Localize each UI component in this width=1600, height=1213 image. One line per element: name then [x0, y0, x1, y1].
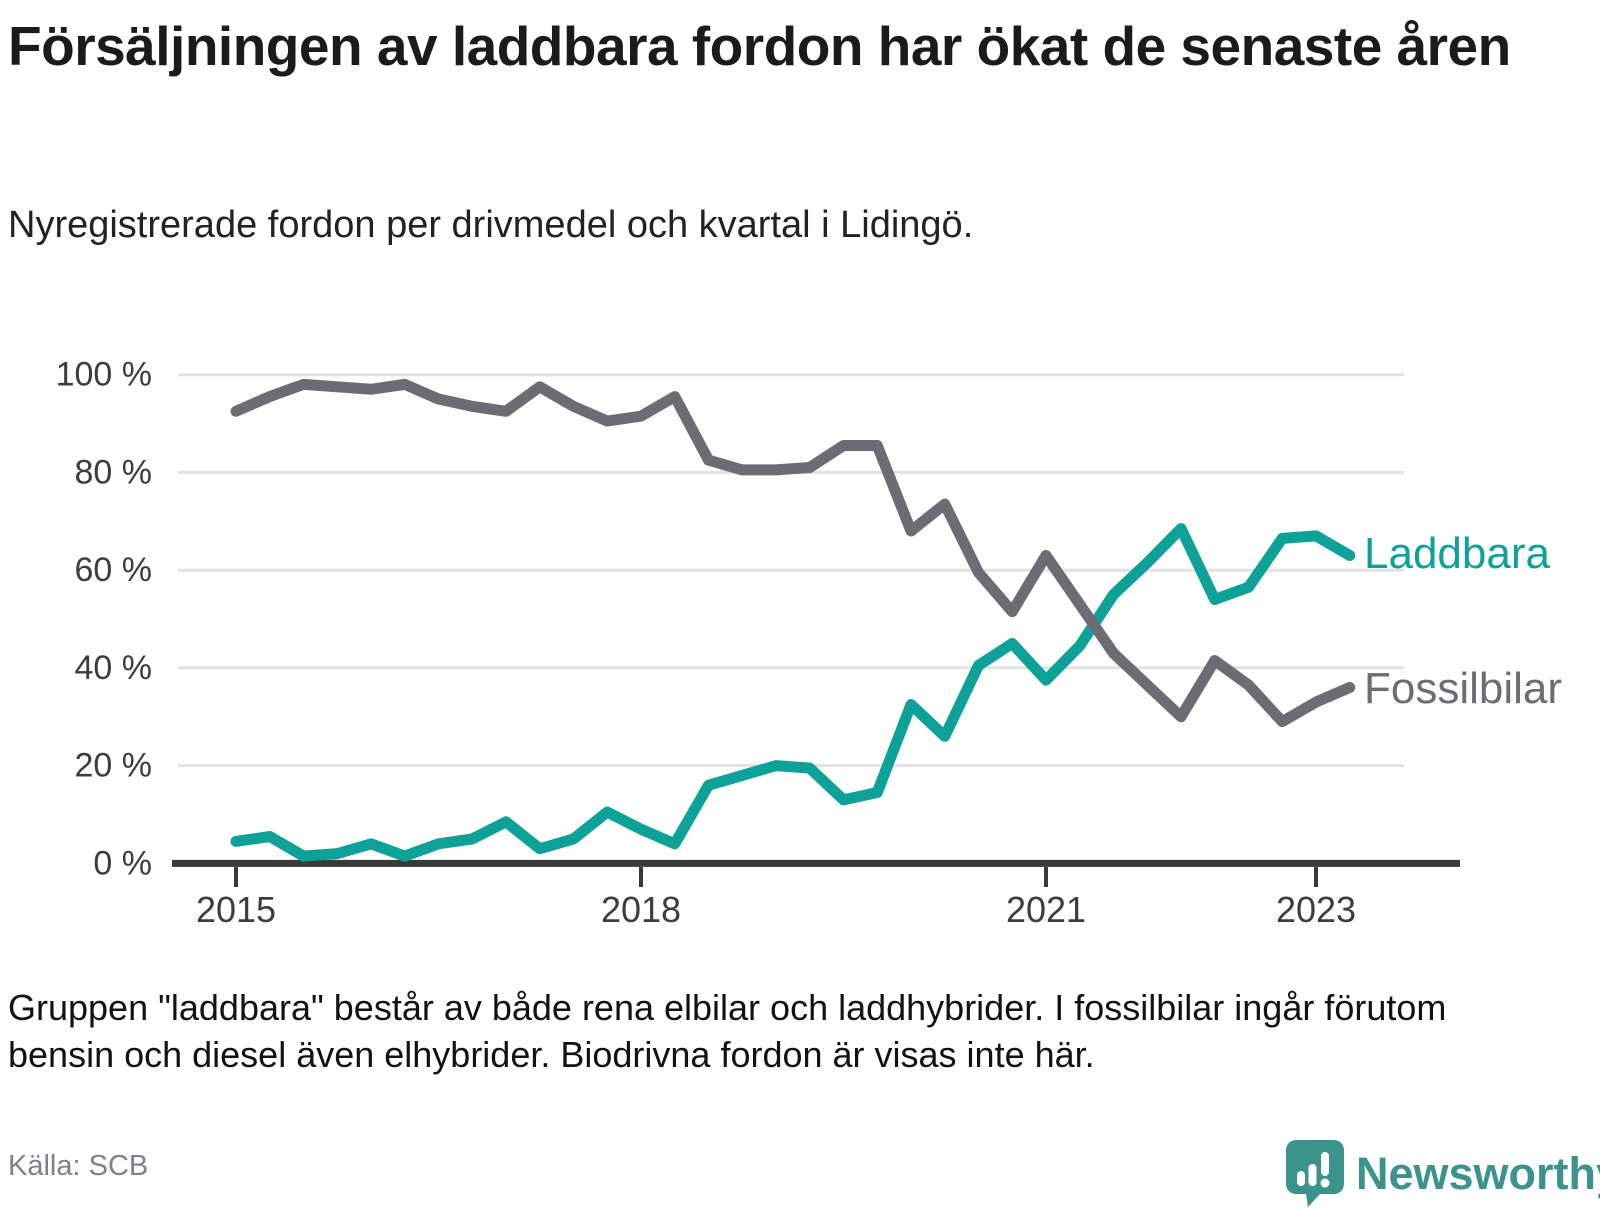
y-tick-label-20: 20 %	[75, 747, 153, 785]
x-tick-label-2018: 2018	[601, 889, 681, 930]
y-tick-label-40: 40 %	[75, 649, 153, 687]
series-line-laddbara	[230, 523, 1356, 862]
y-tick-label-0: 0 %	[93, 844, 152, 882]
y-tick-label-100: 100 %	[56, 356, 152, 394]
series-label-laddbara: Laddbara	[1364, 529, 1550, 578]
series-line-fossilbilar	[230, 378, 1356, 728]
y-tick-label-80: 80 %	[75, 453, 153, 491]
footnote: Gruppen "laddbara" består av både rena e…	[8, 987, 1447, 1075]
x-tick-label-2023: 2023	[1276, 889, 1356, 930]
y-axis-labels: 100 % 80 % 60 % 40 % 20 % 0 %	[56, 356, 152, 883]
page-subtitle: Nyregistrerade fordon per drivmedel och …	[8, 204, 974, 246]
source-label: Källa: SCB	[8, 1150, 149, 1182]
page-title: Försäljningen av laddbara fordon har öka…	[8, 15, 1511, 77]
x-tick-label-2021: 2021	[1006, 889, 1086, 930]
chart-bubble-icon	[1286, 1140, 1344, 1207]
newsworthy-wordmark: Newsworthy	[1356, 1148, 1600, 1199]
gridlines	[178, 373, 1404, 768]
y-tick-label-60: 60 %	[75, 551, 153, 589]
x-axis-ticks	[234, 867, 1318, 887]
newsworthy-logo: Newsworthy	[1284, 1138, 1600, 1208]
series-label-fossilbilar: Fossilbilar	[1364, 664, 1562, 713]
x-tick-label-2015: 2015	[196, 889, 276, 930]
x-axis-labels: 2015 2018 2021 2023	[196, 889, 1356, 930]
